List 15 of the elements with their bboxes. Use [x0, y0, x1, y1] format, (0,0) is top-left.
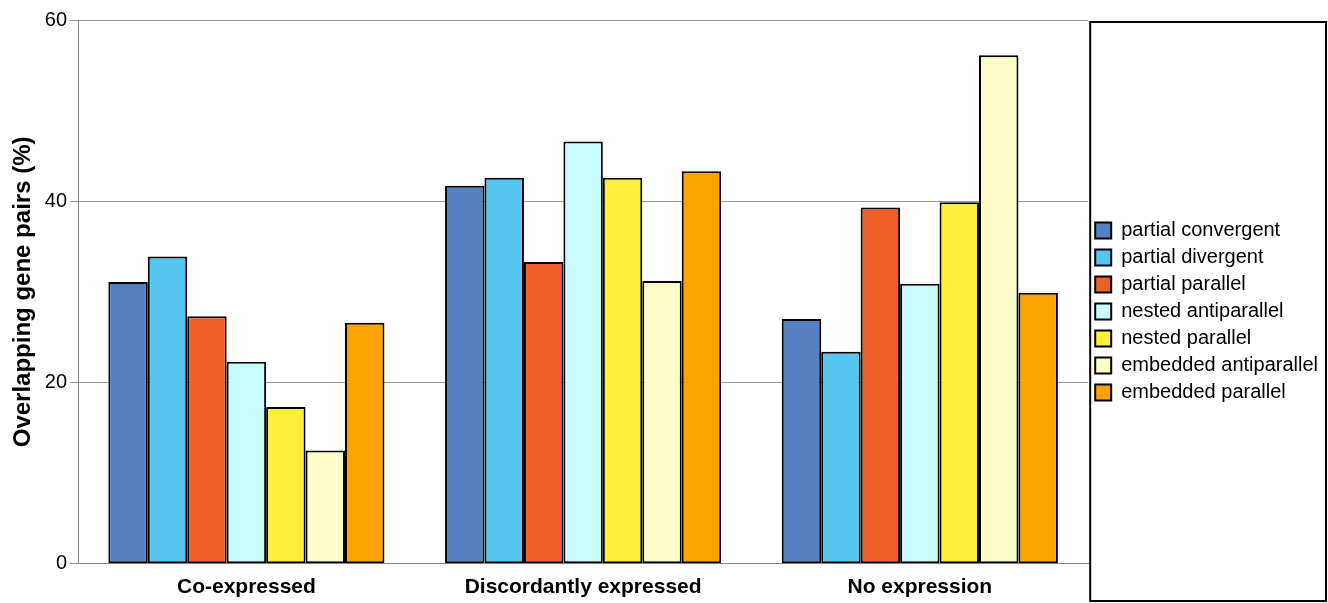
x-tick-label: No expression: [847, 574, 993, 598]
legend-label: partial parallel: [1121, 272, 1246, 295]
y-tick-label: 40: [44, 188, 68, 211]
legend-label: embedded antiparallel: [1121, 353, 1319, 376]
legend-label: nested antiparallel: [1121, 299, 1284, 322]
x-tick-label: Co-expressed: [176, 574, 316, 598]
legend-label: embedded parallel: [1121, 380, 1286, 403]
legend-label: nested parallel: [1121, 326, 1252, 349]
y-tick-label: 0: [55, 551, 68, 574]
y-axis-title: Overlapping gene pairs (%): [8, 136, 36, 448]
x-tick-label: Discordantly expressed: [464, 574, 702, 598]
legend-label: partial convergent: [1121, 218, 1281, 241]
y-tick-label: 20: [44, 370, 68, 393]
y-tick-label: 60: [44, 7, 68, 30]
legend-label: partial divergent: [1121, 245, 1264, 268]
